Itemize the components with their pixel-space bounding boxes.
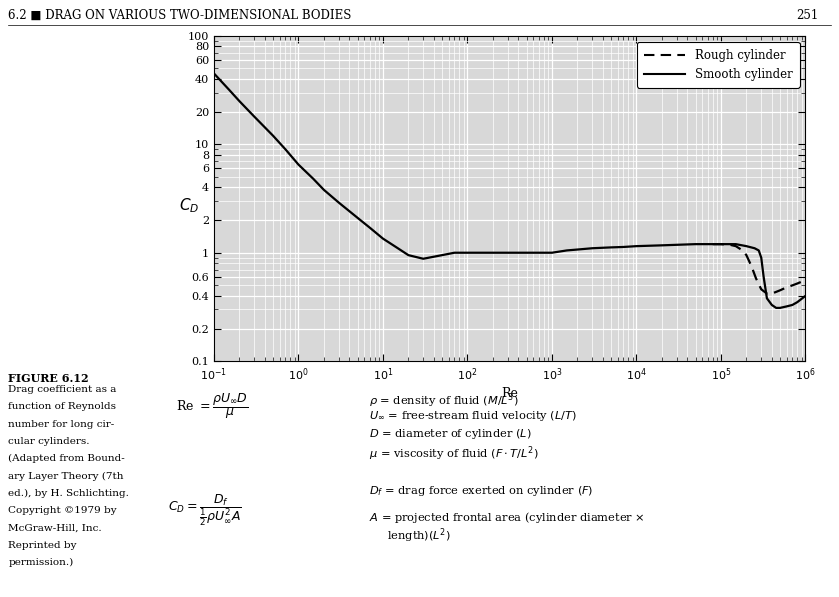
Smooth cylinder [572,246,582,253]
Smooth cylinder [775,304,785,312]
Smooth cylinder [209,70,219,77]
Smooth cylinder [234,97,244,104]
Smooth cylinder [587,245,597,252]
Text: $C_D$: $C_D$ [179,196,199,216]
Text: (Adapted from Bound-: (Adapted from Bound- [8,454,125,463]
Smooth cylinder [487,249,498,256]
Smooth cylinder [462,249,472,256]
Line: Smooth cylinder: Smooth cylinder [214,73,805,308]
Text: FIGURE 6.12: FIGURE 6.12 [8,373,89,384]
Rough cylinder [787,282,797,289]
Rough cylinder [708,241,718,248]
Smooth cylinder [782,303,792,310]
Rough cylinder [716,241,726,248]
Smooth cylinder [378,235,388,242]
Text: Re $= \dfrac{\rho U_{\infty}D}{\mu}$: Re $= \dfrac{\rho U_{\infty}D}{\mu}$ [176,391,248,421]
Smooth cylinder [334,199,344,206]
Text: $U_{\infty}$ = free-stream fluid velocity $(L/T)$: $U_{\infty}$ = free-stream fluid velocit… [369,409,577,423]
Legend: Rough cylinder, Smooth cylinder: Rough cylinder, Smooth cylinder [637,42,800,88]
Text: cular cylinders.: cular cylinders. [8,437,90,446]
Text: length$)(L^2)$: length$)(L^2)$ [369,527,451,545]
Smooth cylinder [534,249,544,256]
Text: 6.2 ■ DRAG ON VARIOUS TWO-DIMENSIONAL BODIES: 6.2 ■ DRAG ON VARIOUS TWO-DIMENSIONAL BO… [8,9,352,22]
Smooth cylinder [418,255,428,262]
Text: Reprinted by: Reprinted by [8,541,77,550]
Rough cylinder [726,241,736,248]
Smooth cylinder [280,146,290,153]
Smooth cylinder [762,295,772,302]
Smooth cylinder [618,244,628,251]
Text: ed.), by H. Schlichting.: ed.), by H. Schlichting. [8,489,129,498]
Text: McGraw-Hill, Inc.: McGraw-Hill, Inc. [8,524,102,533]
Smooth cylinder [294,161,304,168]
Smooth cylinder [224,86,234,93]
Text: 251: 251 [795,9,818,22]
Smooth cylinder [758,273,769,281]
Text: $D_f$ = drag force exerted on cylinder $(F)$: $D_f$ = drag force exerted on cylinder $… [369,484,594,497]
X-axis label: Re: Re [501,387,519,400]
Smooth cylinder [716,241,726,248]
Smooth cylinder [749,245,759,252]
Text: ary Layer Theory (7th: ary Layer Theory (7th [8,472,124,481]
Smooth cylinder [477,249,487,256]
Rough cylinder [767,290,777,297]
Rough cylinder [775,287,785,294]
Text: $D$ = diameter of cylinder $(L)$: $D$ = diameter of cylinder $(L)$ [369,427,532,441]
Text: $A$ = projected frontal area (cylinder diameter $\times$: $A$ = projected frontal area (cylinder d… [369,510,645,525]
Rough cylinder [747,263,757,270]
Smooth cylinder [606,244,616,251]
Smooth cylinder [787,301,797,309]
Smooth cylinder [450,249,460,256]
Smooth cylinder [268,132,278,139]
Smooth cylinder [731,241,741,248]
Text: Drag coefficient as a: Drag coefficient as a [8,385,117,394]
Smooth cylinder [657,242,667,249]
Rough cylinder [792,280,802,287]
Smooth cylinder [503,249,513,256]
Smooth cylinder [249,113,259,120]
Smooth cylinder [352,214,362,221]
Smooth cylinder [547,249,557,256]
Smooth cylinder [308,176,318,183]
Smooth cylinder [562,247,572,254]
Rough cylinder [782,284,792,291]
Smooth cylinder [742,242,752,250]
Smooth cylinder [393,245,403,252]
Rough cylinder [800,276,810,284]
Text: $C_D = \dfrac{D_f}{\frac{1}{2}\rho U_{\infty}^2 A}$: $C_D = \dfrac{D_f}{\frac{1}{2}\rho U_{\i… [168,493,242,528]
Smooth cylinder [319,186,329,193]
Smooth cylinder [771,304,781,312]
Smooth cylinder [437,251,447,259]
Text: $\mu$ = viscosity of fluid $(F \cdot T/L^2)$: $\mu$ = viscosity of fluid $(F \cdot T/L… [369,445,539,463]
Smooth cylinder [522,249,532,256]
Text: Copyright ©1979 by: Copyright ©1979 by [8,506,117,515]
Rough cylinder [751,275,761,282]
Text: permission.): permission.) [8,558,74,567]
Smooth cylinder [690,241,701,248]
Smooth cylinder [365,224,375,231]
Rough cylinder [737,247,748,254]
Smooth cylinder [792,298,802,306]
Rough cylinder [756,286,766,293]
Rough cylinder [762,290,772,297]
Smooth cylinder [756,254,766,261]
Smooth cylinder [404,251,414,259]
Smooth cylinder [632,242,642,250]
Text: $\rho$ = density of fluid $(M/L^3)$: $\rho$ = density of fluid $(M/L^3)$ [369,391,519,410]
Smooth cylinder [800,293,810,300]
Rough cylinder [731,242,741,250]
Smooth cylinder [767,301,777,309]
Text: function of Reynolds: function of Reynolds [8,402,117,411]
Text: number for long cir-: number for long cir- [8,420,115,429]
Line: Rough cylinder: Rough cylinder [713,244,805,294]
Smooth cylinder [753,247,763,254]
Rough cylinder [742,251,752,259]
